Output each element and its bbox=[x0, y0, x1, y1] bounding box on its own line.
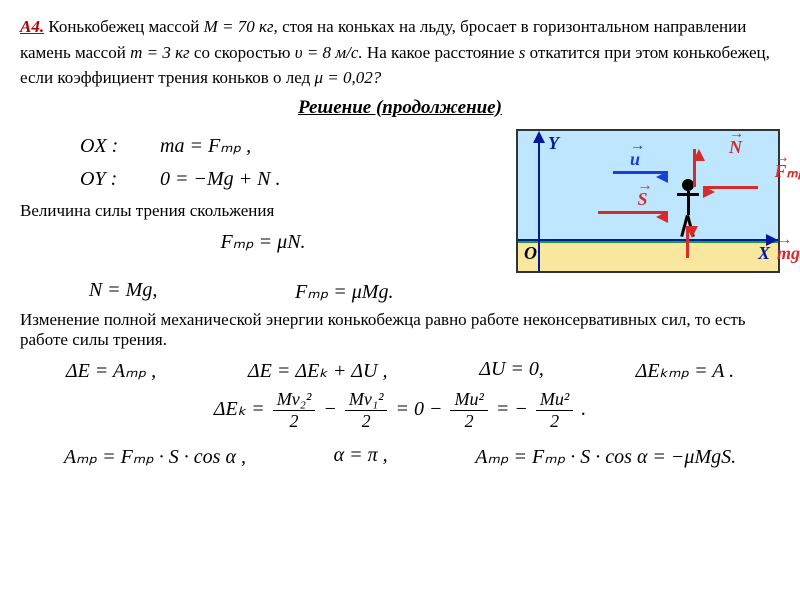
vector-ftr-label: Fₘₚ bbox=[775, 161, 800, 182]
oy-equation: OY : 0 = −Mg + N . bbox=[20, 168, 506, 191]
vector-n-label: N bbox=[729, 137, 742, 158]
energy-row-1: ΔE = Aₘₚ , ΔE = ΔEₖ + ΔU , ΔU = 0, ΔEₖₘₚ… bbox=[20, 358, 780, 383]
vector-s-label: S bbox=[638, 189, 648, 210]
problem-statement: А4. Конькобежец массой M = 70 кг, стоя н… bbox=[20, 14, 780, 91]
solution-title: Решение (продолжение) bbox=[20, 97, 780, 119]
problem-number: А4. bbox=[20, 17, 44, 36]
ox-equation: OX : ma = Fₘₚ , bbox=[20, 133, 506, 158]
friction-text: Величина силы трения скольжения bbox=[20, 201, 506, 221]
vector-u-label: u bbox=[630, 149, 640, 170]
axis-x-label: X bbox=[758, 243, 770, 264]
friction-eq: Fₘₚ = μN. bbox=[20, 229, 506, 254]
energy-text: Изменение полной механической энергии ко… bbox=[20, 310, 780, 350]
force-diagram: Y X O u S N Fₘₚ mg bbox=[516, 129, 780, 273]
axis-y-label: Y bbox=[548, 133, 559, 154]
vector-mg-label: mg bbox=[777, 243, 800, 264]
work-row: Aₘₚ = Fₘₚ · S · cos α , α = π , Aₘₚ = Fₘ… bbox=[20, 444, 780, 469]
kinetic-energy-eq: ΔEₖ = Mv₂²2 − Mv₁²2 = 0 − Mu²2 = − Mu²2 … bbox=[20, 389, 780, 432]
n-fmu-row: N = Mg, Fₘₚ = μMg. bbox=[20, 279, 780, 304]
origin-label: O bbox=[524, 243, 537, 264]
